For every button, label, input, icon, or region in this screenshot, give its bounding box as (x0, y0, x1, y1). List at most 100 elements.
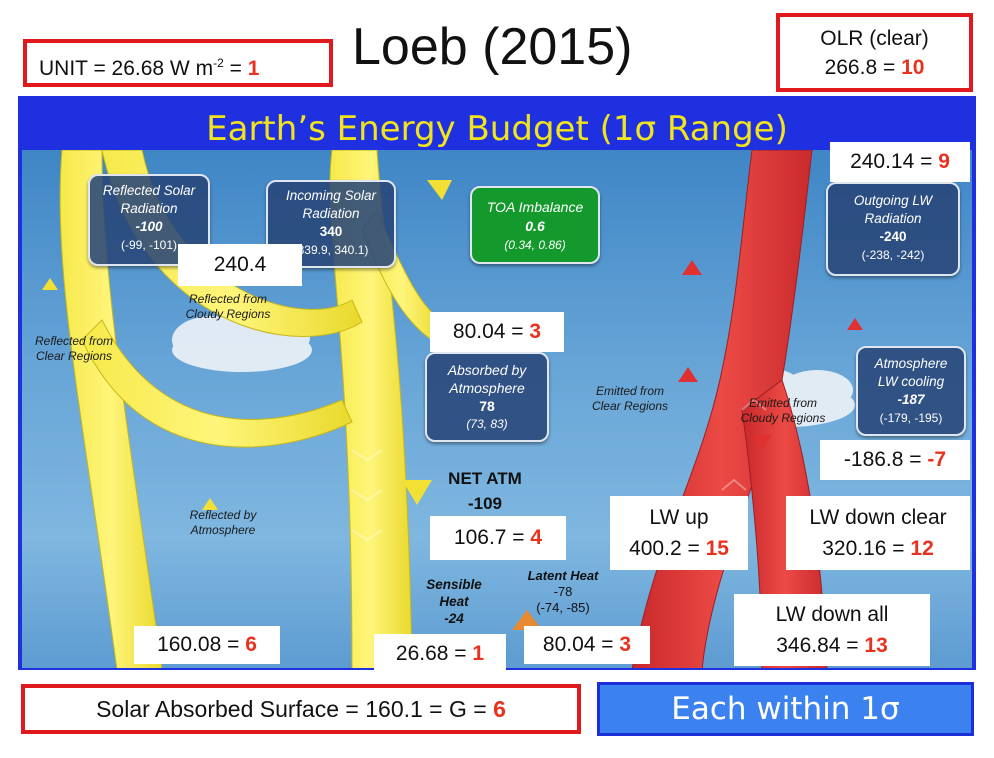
reflected-solar-range: (-99, -101) (120, 238, 178, 252)
outgoing-lw-value: -240 (879, 229, 907, 244)
each-within-text: Each within 1σ (671, 691, 900, 727)
sensible-26-box: 26.68 = 1 (374, 634, 506, 674)
incoming-solar-range: (339.9, 340.1) (293, 243, 369, 257)
lw-down-clear-box: LW down clear 320.16 = 12 (786, 496, 970, 570)
net-106-red: 4 (530, 526, 543, 549)
lw-cooling-box: -186.8 = -7 (820, 440, 970, 480)
reflected-solar-l2: Radiation (120, 201, 178, 216)
small-arrows (42, 180, 863, 630)
lw-down-all-l2: 346.84 = 13 (734, 630, 930, 661)
reflected-cloudy-l1: Reflected from (188, 292, 268, 306)
lw-down-clear-value: 320.16 = (822, 537, 911, 560)
lw-up-value: 400.2 = (629, 537, 706, 560)
absorbed-l1: Absorbed by (447, 362, 527, 378)
page-title: Loeb (2015) (352, 18, 633, 76)
reflected-clear-label: Reflected from Clear Regions (24, 334, 124, 364)
emitted-cloudy-l1: Emitted from (748, 396, 817, 410)
lw-down-all-box: LW down all 346.84 = 13 (734, 594, 930, 666)
toa-range: (0.34, 0.86) (504, 238, 566, 252)
cloud-left (172, 316, 312, 372)
sensible-l3: -24 (444, 611, 464, 626)
atm-lw-l2: LW cooling (877, 374, 945, 389)
reflected-cloudy-label: Reflected from Cloudy Regions (168, 292, 288, 322)
absorbed-l2: Atmosphere (449, 380, 525, 396)
incoming-solar-l1: Incoming Solar (285, 188, 377, 203)
atm-lw-value: -187 (897, 392, 925, 407)
energy-budget-diagram: Earth’s Energy Budget (1σ Range) Reflect… (18, 96, 976, 674)
latent-80-box: 80.04 = 3 (524, 626, 650, 664)
reflected-cloudy-l2: Cloudy Regions (185, 307, 271, 321)
latent-heat-label: Latent Heat -78 (-74, -85) (508, 568, 618, 616)
latent-l2: -78 (553, 584, 573, 599)
olr-clear-label: OLR (clear) (820, 27, 929, 50)
absorbed-value: 78 (479, 398, 495, 414)
net-atm-label: NET ATM -109 (430, 466, 540, 516)
toa-l1: TOA Imbalance (486, 199, 584, 215)
absorbed-atmosphere-box: Absorbed by Atmosphere 78 (73, 83) (425, 352, 549, 442)
lw-up-l2: 400.2 = 15 (610, 533, 748, 564)
olr-clear-value: 266.8 = (824, 56, 902, 79)
emitted-clear-l1: Emitted from (595, 384, 664, 398)
atm-lw-range: (-179, -195) (879, 411, 943, 425)
olr-clear-red: 10 (901, 56, 925, 79)
toa-value: 0.6 (525, 218, 545, 234)
incoming-solar-l2: Radiation (302, 206, 360, 221)
emitted-clear-l2: Clear Regions (591, 399, 669, 413)
atm-lw-l1: Atmosphere (874, 356, 948, 371)
lw-down-clear-red: 12 (910, 537, 934, 560)
reflected-clear-l2: Clear Regions (35, 349, 113, 363)
latent-l1: Latent Heat (527, 568, 599, 583)
unit-equals: = (223, 57, 248, 80)
olr-240-box: 240.14 = 9 (830, 142, 970, 182)
lw-up-l1: LW up (649, 506, 709, 529)
latent-l3: (-74, -85) (536, 600, 590, 615)
absorbed-80-box: 80.04 = 3 (430, 312, 564, 352)
olr-clear-box: OLR (clear) 266.8 = 10 (776, 13, 973, 92)
absorbed-80-red: 3 (529, 320, 542, 343)
sensible-heat-label: Sensible Heat -24 (414, 576, 494, 627)
emitted-clear-label: Emitted from Clear Regions (580, 384, 680, 414)
sensible-l2: Heat (439, 594, 469, 609)
reflected-atm-l2: Atmosphere (190, 523, 256, 537)
unit-exponent: -2 (213, 56, 224, 70)
emitted-cloudy-l2: Cloudy Regions (740, 411, 826, 425)
reflected-solar-box: Reflected Solar Radiation -100 (-99, -10… (88, 174, 210, 266)
absorbed-range: (73, 83) (466, 417, 508, 431)
reflected-atm-l1: Reflected by (189, 508, 257, 522)
net-atm-l1: NET ATM (448, 469, 522, 488)
net-106-box: 106.7 = 4 (430, 516, 566, 560)
olr-240-value: 240.14 = (850, 150, 939, 173)
reflected-240-box: 240.4 (178, 244, 302, 286)
outgoing-lw-range: (-238, -242) (861, 248, 925, 262)
lw-down-all-red: 13 (864, 634, 888, 657)
solar-arrows (59, 150, 443, 668)
toa-imbalance-box: TOA Imbalance 0.6 (0.34, 0.86) (470, 186, 600, 264)
net-106-value: 106.7 = (453, 526, 531, 549)
solar-absorbed-red: 6 (493, 696, 506, 722)
surface-160-box: 160.08 = 6 (134, 626, 280, 664)
incoming-solar-value: 340 (319, 224, 343, 239)
solar-absorbed-surface-box: Solar Absorbed Surface = 160.1 = G = 6 (21, 684, 581, 734)
emitted-cloudy-label: Emitted from Cloudy Regions (730, 396, 836, 426)
outgoing-lw-l1: Outgoing LW (853, 193, 933, 208)
reflected-solar-l1: Reflected Solar (102, 183, 196, 198)
unit-box: UNIT = 26.68 W m-2 = 1 (23, 39, 333, 87)
lw-down-clear-l2: 320.16 = 12 (786, 533, 970, 564)
lw-cooling-value: -186.8 = (843, 448, 928, 471)
lw-down-clear-l1: LW down clear (809, 506, 947, 529)
lw-cooling-red: -7 (927, 448, 947, 471)
lw-up-box: LW up 400.2 = 15 (610, 496, 748, 570)
surface-160-value: 160.08 = (157, 633, 246, 656)
latent-80-value: 80.04 = (542, 633, 620, 656)
sensible-26-value: 26.68 = (395, 642, 473, 665)
atmosphere-lw-cooling-box: Atmosphere LW cooling -187 (-179, -195) (856, 346, 966, 436)
latent-80-red: 3 (619, 633, 632, 656)
unit-prefix: UNIT = 26.68 W m (39, 57, 214, 80)
reflected-clear-l1: Reflected from (34, 334, 114, 348)
olr-clear-value-line: 266.8 = 10 (780, 53, 969, 82)
unit-value: 1 (247, 57, 260, 80)
solar-absorbed-text: Solar Absorbed Surface = 160.1 = G = (96, 696, 494, 722)
sensible-l1: Sensible (426, 577, 482, 592)
net-atm-l2: -109 (467, 494, 503, 513)
reflected-solar-value: -100 (135, 219, 163, 234)
